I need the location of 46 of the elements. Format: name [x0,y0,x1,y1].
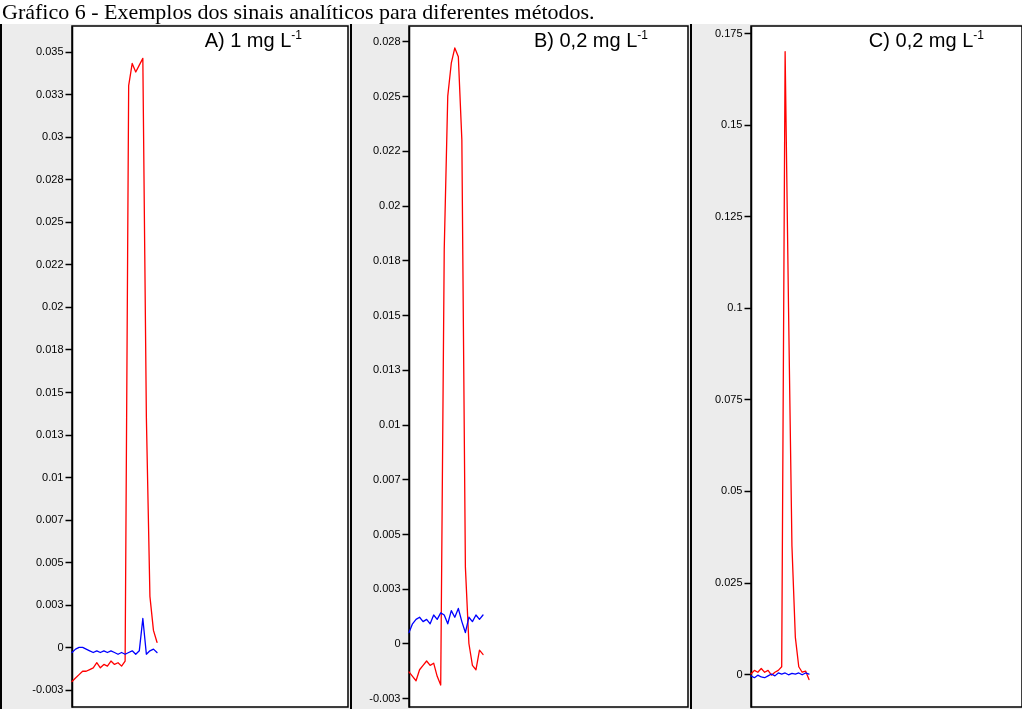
y-tick-label: 0.007 [372,472,401,485]
y-tick-label: 0.025 [372,89,401,102]
y-tick-label: 0.003 [372,582,401,595]
y-tick-label: 0.01 [42,470,64,483]
y-tick-label: 0.028 [372,34,401,47]
y-tick-label: 0.007 [35,513,64,526]
y-tick-label: 0.125 [714,209,743,222]
y-tick-label: 0.015 [35,385,64,398]
y-tick-label: 0.015 [372,308,401,321]
line-series [408,47,484,686]
text: C) 0,2 mg L$^{-1}$ [868,28,984,52]
y-tick-label: 0.075 [714,392,743,405]
y-tick-label: 0 [736,667,743,680]
line-series [71,57,158,683]
y-tick-label: 0.05 [721,484,743,497]
text: B) 0,2 mg L$^{-1}$ [533,28,648,52]
y-tick-label: 0.025 [35,215,64,228]
y-tick-label: 0.01 [379,418,401,431]
y-tick-label: 0.033 [35,87,64,100]
y-tick-label: 0.02 [379,199,401,212]
y-tick-label: 0.005 [35,555,64,568]
text: A) 1 mg L$^{-1}$ [204,28,302,52]
text: Gráfico 6 - Exemplos dos sinais analíticos para diferentes métodos. [1,0,596,24]
y-tick-label: 0.03 [42,130,64,143]
y-tick-label: 0.028 [35,172,64,185]
y-tick-label: 0 [57,640,64,653]
y-tick-label: -0.003 [32,683,64,696]
y-tick-label: 0.025 [714,576,743,589]
y-tick-label: 0.175 [714,26,743,39]
y-tick-label: 0.15 [721,118,743,131]
y-tick-label: 0.018 [35,342,64,355]
y-tick-label: -0.003 [369,691,401,704]
y-tick-label: 0.022 [372,144,401,157]
y-tick-label: 0.022 [35,257,64,270]
y-tick-label: 0.018 [372,253,401,266]
y-tick-label: 0.1 [727,301,743,314]
y-tick-label: 0.013 [372,363,401,376]
line-series [750,50,810,681]
y-tick-label: 0.005 [372,527,401,540]
line-series [408,607,484,634]
line-series [71,617,158,655]
y-tick-label: 0.035 [35,45,64,58]
y-tick-label: 0.003 [35,598,64,611]
y-tick-label: 0 [394,637,401,649]
y-tick-label: 0.013 [35,428,64,441]
y-tick-label: 0.02 [42,300,64,313]
